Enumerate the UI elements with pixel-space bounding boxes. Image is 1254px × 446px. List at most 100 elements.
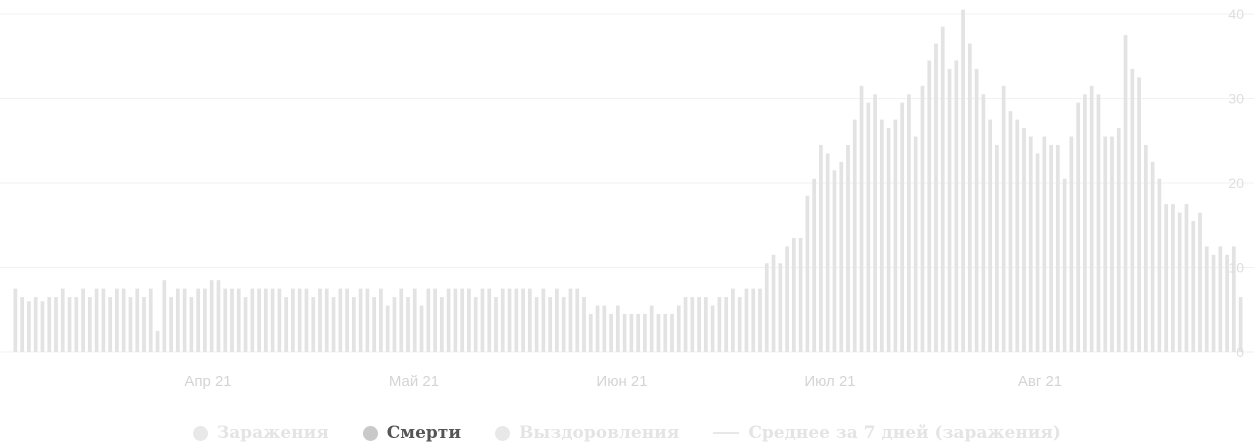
legend-item-deaths[interactable]: Смерти [362,423,461,443]
bar [907,94,911,353]
bar [115,288,119,352]
legend-label: Заражения [217,423,329,443]
bar [913,136,918,352]
y-axis-ticks: 0 10 20 30 40 [1228,6,1244,360]
x-axis-ticks: Апр 21 Май 21 Июн 21 Июл 21 Авг 21 [184,373,1062,390]
bar [460,288,465,352]
bar [453,288,458,352]
bar [595,305,600,352]
bar [128,297,133,352]
bar [643,313,647,352]
bar [487,288,492,352]
bar [1177,212,1182,352]
bar [981,94,986,353]
bar [609,313,613,352]
bar [331,297,336,352]
bar [155,330,160,352]
bar [514,288,519,352]
bar [1035,153,1040,352]
bar [703,297,708,352]
bar [500,288,505,352]
bar [182,288,187,352]
bar [771,254,776,352]
bar [785,246,789,352]
legend-item-infections[interactable]: Заражения [193,423,329,443]
bar [663,313,668,352]
bar [203,288,207,352]
bar [311,297,316,352]
bar [961,9,965,353]
x-tick-label: Июн 21 [596,373,647,390]
bar [1231,246,1236,352]
bar [162,280,167,352]
bar [379,288,383,352]
bar [60,288,65,352]
bar [832,170,837,352]
bar [33,297,38,352]
bar [886,128,891,352]
bars [13,9,1243,353]
bar [209,280,214,352]
bar [446,288,451,352]
bar [13,288,18,352]
bar [433,288,437,352]
bar [737,297,742,352]
bar [1062,178,1067,352]
x-tick-label: Май 21 [389,373,439,390]
bar [345,288,349,352]
bar [866,102,871,352]
bar [995,144,999,352]
bar [1198,212,1202,352]
legend-label: Выздоровления [518,423,680,443]
bar [846,144,850,352]
legend-line-icon [713,432,740,434]
bar [20,297,25,352]
bar [412,288,417,352]
bar [297,288,302,352]
bar [798,237,803,352]
bar [74,297,79,352]
bar [588,313,593,352]
bar [263,288,268,352]
bar [879,119,884,352]
bar [534,297,539,352]
bar [236,288,241,352]
bar [81,288,85,352]
bar [1137,77,1141,352]
bar [791,237,796,352]
bar [318,288,322,352]
bar [615,305,620,352]
bar [744,288,749,352]
bar [1083,94,1087,353]
bar [142,297,146,352]
legend-dot-icon [362,425,378,441]
bar [764,263,769,352]
legend-item-recoveries[interactable]: Выздоровления [494,423,680,443]
bar [656,313,661,352]
bar [893,119,898,352]
legend-label: Смерти [386,423,461,443]
bar [27,301,31,352]
bar [480,288,485,352]
bar [859,85,864,352]
bar [67,297,72,352]
bar [568,288,573,352]
bar [54,297,58,352]
bar [541,288,546,352]
bar [751,288,756,352]
bar [47,297,52,352]
bar [1191,221,1196,352]
bar [825,153,830,352]
bar [805,195,810,352]
bar [439,297,444,352]
x-tick-label: Июл 21 [804,373,855,390]
bar [324,288,329,352]
bar [649,305,654,352]
bar [351,297,356,352]
bar [954,60,959,352]
bar [1008,111,1013,352]
bar [967,43,972,352]
bar [1049,144,1053,352]
bar [1171,204,1175,352]
legend-item-7day-average[interactable]: Среднее за 7 дней (заражения) [713,423,1061,443]
